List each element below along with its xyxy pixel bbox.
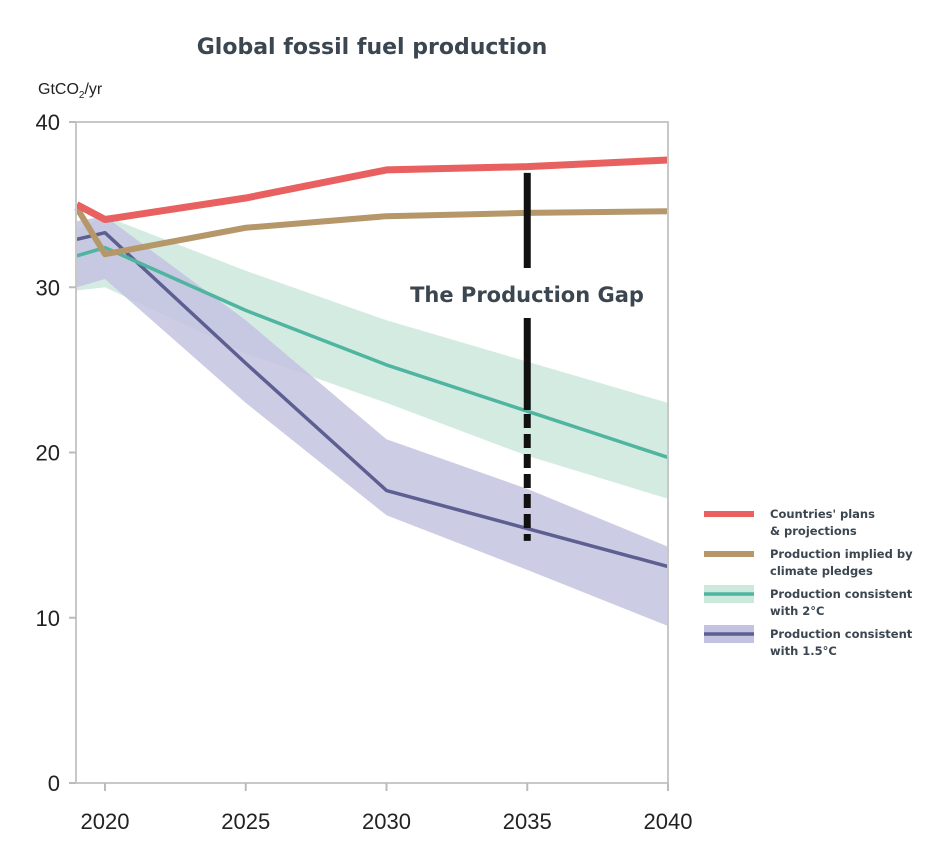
legend-label: climate pledges xyxy=(770,564,873,578)
y-tick-label: 40 xyxy=(36,110,60,135)
y-tick-label: 30 xyxy=(36,275,60,300)
y-tick-label: 0 xyxy=(48,771,60,796)
series-line-3 xyxy=(76,230,669,569)
production-gap-label: The Production Gap xyxy=(410,283,644,307)
x-tick-label: 2030 xyxy=(362,809,411,834)
y-axis-unit-label: GtCO2/yr xyxy=(38,81,103,101)
y-tick-label: 20 xyxy=(36,441,60,466)
uncertainty-band-2 xyxy=(76,216,669,499)
x-tick-label: 2025 xyxy=(221,809,270,834)
x-tick-label: 2040 xyxy=(644,809,693,834)
legend-label: Countries' plans xyxy=(770,507,875,521)
legend-label: & projections xyxy=(770,524,857,538)
x-tick-label: 2020 xyxy=(81,809,130,834)
series-line-1 xyxy=(74,206,669,258)
legend-label: with 2°C xyxy=(770,604,824,618)
legend-label: with 1.5°C xyxy=(770,644,837,658)
y-tick-label: 10 xyxy=(36,606,60,631)
uncertainty-band-3 xyxy=(76,216,669,627)
series-line-0 xyxy=(75,156,669,223)
legend-label: Production consistent xyxy=(770,587,913,601)
legend-label: Production implied by xyxy=(770,547,913,561)
legend-label: Production consistent xyxy=(770,627,913,641)
chart-title: Global fossil fuel production xyxy=(197,35,547,60)
x-tick-label: 2035 xyxy=(503,809,552,834)
